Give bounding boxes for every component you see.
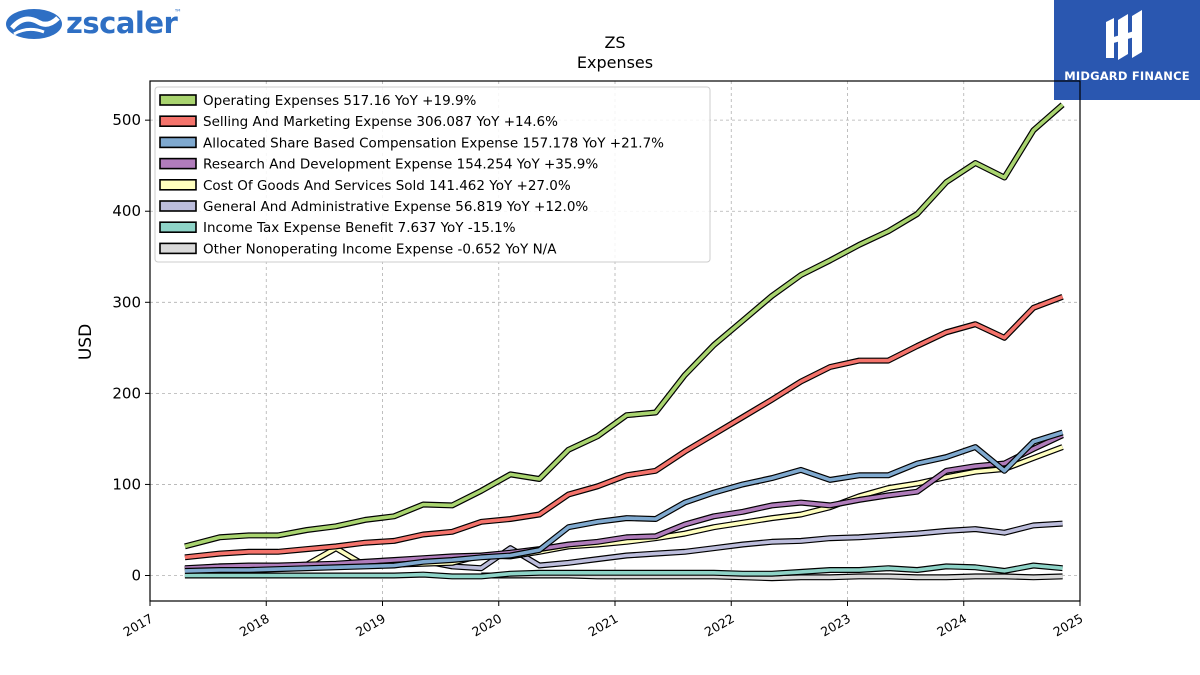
legend-label: Other Nonoperating Income Expense -0.652… (203, 241, 557, 257)
x-tick-label: 2019 (353, 611, 388, 640)
series-line (184, 430, 1064, 573)
legend-label: General And Administrative Expense 56.81… (203, 199, 588, 215)
legend-item: Cost Of Goods And Services Sold 141.462 … (159, 178, 571, 194)
midgard-finance-logo: MIDGARD FINANCE (1054, 0, 1200, 100)
legend-swatch (159, 200, 197, 212)
legend-swatch (159, 115, 197, 127)
y-axis-label: USD (76, 324, 96, 360)
title-group: ZS Expenses (577, 33, 653, 72)
midgard-monogram-icon (1106, 10, 1142, 60)
legend-item: Other Nonoperating Income Expense -0.652… (159, 241, 557, 257)
legend: Operating Expenses 517.16 YoY +19.9% Sell… (154, 86, 711, 263)
series-line (184, 563, 1063, 579)
y-tick-label: 400 (112, 202, 141, 220)
x-tick-label: 2020 (469, 611, 504, 640)
x-tick-label: 2018 (237, 611, 272, 640)
series-lines (184, 102, 1065, 582)
x-tick-label: 2024 (934, 611, 969, 640)
legend-swatch (159, 157, 197, 170)
legend-swatch (159, 179, 197, 191)
series-selling-and-marketing-expense (184, 293, 1064, 561)
legend-swatch (159, 136, 197, 149)
y-axis-ticks: 0 100 200 300 400 500 (112, 111, 150, 585)
legend-item: Research And Development Expense 154.254… (159, 157, 598, 173)
legend-item: Operating Expenses 517.16 YoY +19.9% (159, 93, 477, 109)
legend-item: General And Administrative Expense 56.81… (159, 199, 588, 215)
y-tick-label: 200 (112, 384, 141, 402)
x-tick-label: 2022 (702, 611, 737, 640)
series-line (184, 295, 1064, 560)
y-tick-label: 100 (112, 475, 141, 493)
y-tick-label: 500 (112, 111, 141, 129)
series-line-outline (184, 444, 1064, 573)
legend-label: Income Tax Expense Benefit 7.637 YoY -15… (203, 220, 516, 236)
x-tick-label: 2025 (1050, 611, 1085, 640)
chart-title: ZS (604, 33, 625, 52)
legend-item: Income Tax Expense Benefit 7.637 YoY -15… (159, 220, 516, 236)
series-line (184, 445, 1064, 572)
y-tick-label: 0 (131, 567, 141, 585)
legend-label: Operating Expenses 517.16 YoY +19.9% (203, 93, 477, 109)
legend-label: Selling And Marketing Expense 306.087 Yo… (203, 114, 558, 130)
series-allocated-share-based-compensation-expense (184, 429, 1064, 574)
x-axis-ticks: 2017 2018 2019 2020 2021 2022 2023 2024 2025 (120, 601, 1086, 640)
legend-box (154, 86, 711, 263)
legend-label: Allocated Share Based Compensation Expen… (203, 135, 664, 151)
x-tick-label: 2017 (120, 611, 155, 640)
series-income-tax-expense-benefit (184, 562, 1063, 580)
chart-subtitle: Expenses (577, 53, 653, 72)
zscaler-logo: zscaler ™ (4, 4, 184, 44)
legend-item: Selling And Marketing Expense 306.087 Yo… (159, 114, 558, 130)
series-line (184, 103, 1064, 549)
zscaler-cloud-logo-icon (6, 9, 62, 39)
x-tick-label: 2023 (818, 611, 853, 640)
legend-swatch (159, 94, 197, 106)
series-operating-expenses (184, 102, 1065, 550)
legend-swatch (159, 221, 197, 233)
series-research-and-development-expense (184, 432, 1064, 572)
x-tick-label: 2021 (585, 611, 620, 640)
midgard-brand-name: MIDGARD FINANCE (1064, 69, 1190, 83)
series-cost-of-goods-and-services-sold (184, 444, 1064, 573)
legend-item: Allocated Share Based Compensation Expen… (159, 135, 664, 151)
y-tick-label: 300 (112, 293, 141, 311)
zscaler-trademark: ™ (174, 8, 182, 17)
series-line (184, 433, 1064, 570)
legend-label: Research And Development Expense 154.254… (203, 157, 598, 173)
legend-label: Cost Of Goods And Services Sold 141.462 … (203, 178, 571, 194)
legend-swatch (159, 242, 197, 255)
zscaler-wordmark: zscaler (66, 6, 178, 40)
